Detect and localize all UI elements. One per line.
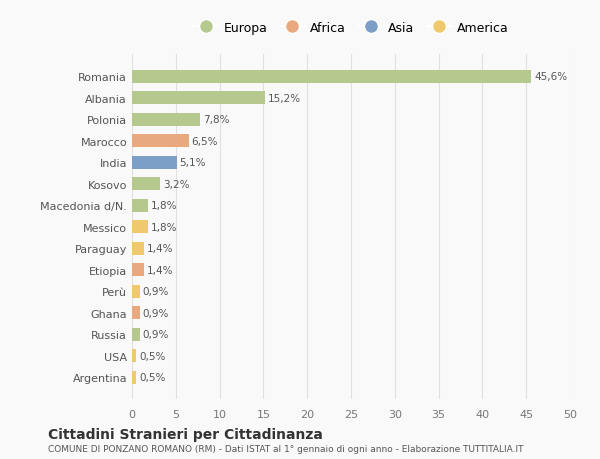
Text: 6,5%: 6,5%: [191, 136, 218, 146]
Bar: [132, 242, 144, 255]
Bar: [132, 135, 189, 148]
Bar: [132, 349, 136, 362]
Bar: [132, 328, 140, 341]
Bar: [132, 263, 144, 276]
Bar: [132, 285, 140, 298]
Text: 7,8%: 7,8%: [203, 115, 229, 125]
Bar: [132, 157, 176, 169]
Text: 1,4%: 1,4%: [147, 265, 173, 275]
Text: 1,8%: 1,8%: [151, 201, 177, 211]
Text: 0,9%: 0,9%: [143, 308, 169, 318]
Text: 3,2%: 3,2%: [163, 179, 189, 189]
Text: 1,4%: 1,4%: [147, 244, 173, 254]
Text: 1,8%: 1,8%: [151, 222, 177, 232]
Bar: [132, 71, 532, 84]
Text: Cittadini Stranieri per Cittadinanza: Cittadini Stranieri per Cittadinanza: [48, 427, 323, 442]
Bar: [132, 178, 160, 191]
Bar: [132, 371, 136, 384]
Bar: [132, 307, 140, 319]
Text: 5,1%: 5,1%: [179, 158, 206, 168]
Text: 0,9%: 0,9%: [143, 286, 169, 297]
Text: COMUNE DI PONZANO ROMANO (RM) - Dati ISTAT al 1° gennaio di ogni anno - Elaboraz: COMUNE DI PONZANO ROMANO (RM) - Dati IST…: [48, 444, 523, 453]
Bar: [132, 199, 148, 212]
Text: 0,5%: 0,5%: [139, 351, 166, 361]
Bar: [132, 221, 148, 234]
Legend: Europa, Africa, Asia, America: Europa, Africa, Asia, America: [188, 17, 514, 39]
Text: 0,9%: 0,9%: [143, 330, 169, 339]
Text: 0,5%: 0,5%: [139, 372, 166, 382]
Bar: [132, 92, 265, 105]
Bar: [132, 113, 200, 127]
Text: 45,6%: 45,6%: [534, 72, 567, 82]
Text: 15,2%: 15,2%: [268, 94, 301, 104]
